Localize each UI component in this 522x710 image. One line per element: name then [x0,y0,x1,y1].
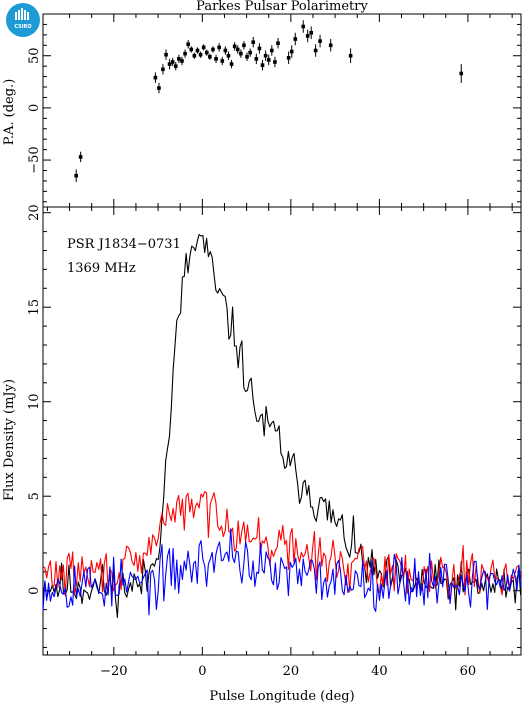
pa-point [251,40,256,44]
pa-point [235,47,240,52]
flux-lines [42,233,522,619]
pa-point [217,45,221,50]
pa-point [289,49,294,54]
pa-point [78,155,83,159]
csiro-logo-bar-5 [27,12,29,20]
pa-point [266,58,271,62]
pa-point [204,50,209,55]
pa-tick-label: 50 [27,47,42,64]
pa-point [232,44,237,49]
pa-point [157,86,161,90]
pa-point [161,67,165,72]
pa-point [348,53,353,58]
pa-point [201,45,206,50]
pa-point [229,62,234,66]
flux-tick-label: 15 [27,299,42,316]
pa-point [248,50,252,55]
pa-point [276,41,280,46]
chart-title: Parkes Pulsar Polarimetry [196,0,368,14]
pa-point [257,46,262,51]
frequency-annotation: 1369 MHz [67,261,136,276]
x-tick-label: −20 [100,664,127,679]
flux-series-linear [42,491,522,601]
pa-point [180,59,184,63]
pa-point [220,59,225,63]
psr-name-annotation: PSR J1834−0731 [67,237,181,252]
flux-series-circular [42,528,522,616]
x-axis-label: Pulse Longitude (deg) [209,689,354,704]
pa-point [183,51,187,56]
pa-point [459,71,464,76]
pa-point [226,53,231,58]
x-tick-label: 40 [371,664,388,679]
flux-axis-label: Flux Density (mJy) [2,379,17,501]
pa-ticks: −50 0 50 [27,13,521,207]
pa-point [170,60,175,64]
pa-point [74,173,78,178]
pa-point [211,47,215,52]
pa-point [318,39,322,43]
csiro-logo-bar-4 [24,10,26,20]
flux-panel-frame [42,206,522,656]
pa-panel-frame [42,13,522,208]
pa-point [328,43,333,48]
csiro-logo-bar-2 [18,10,20,20]
csiro-logo-bar-3 [21,8,23,20]
pa-point [254,57,259,61]
csiro-logo-text: CSIRO [14,24,31,30]
pa-point [313,48,318,53]
x-tick-label: 60 [460,664,477,679]
pa-point [309,30,314,35]
pa-point [164,52,168,57]
pa-point [286,56,291,60]
pa-point [242,43,246,48]
pa-point [153,75,158,80]
csiro-logo: CSIRO [6,3,40,37]
pa-point [192,53,197,58]
csiro-logo-bar-1 [15,12,17,20]
flux-tick-label: 5 [27,492,42,500]
pa-point [214,57,218,61]
pa-point [223,48,228,53]
pa-axis-label: P.A. (deg.) [2,79,17,146]
x-tick-label: 0 [198,664,206,679]
pa-point [173,64,178,68]
pa-point [195,48,200,53]
pa-point [177,57,181,61]
flux-tick-label: 20 [27,204,42,221]
pa-points [74,20,464,182]
pa-point [189,47,194,52]
pa-point [245,54,249,59]
pa-point [305,34,310,38]
pa-point [260,63,265,67]
pa-tick-label: 0 [27,104,42,112]
flux-tick-label: 0 [27,587,42,595]
pa-point [263,53,268,58]
pa-point [239,51,243,56]
pa-point [293,37,298,41]
pa-point [186,42,190,47]
pa-tick-label: −50 [27,146,42,173]
x-tick-label: 20 [283,664,300,679]
pa-point [208,54,212,59]
pa-point [198,52,203,57]
pa-point [273,60,277,64]
pa-point [270,48,274,53]
flux-tick-label: 10 [27,393,42,410]
pa-point [301,24,306,29]
pa-point [167,62,172,66]
